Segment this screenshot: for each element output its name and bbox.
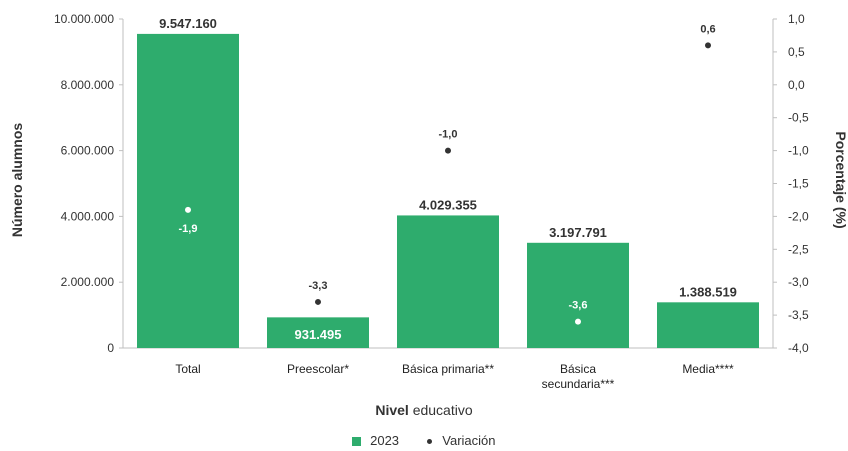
variation-point bbox=[315, 298, 321, 305]
y-right-tick-label: -3,0 bbox=[788, 275, 809, 289]
x-axis-title: Nivel educativo bbox=[0, 402, 848, 418]
variation-value-label: -3,3 bbox=[309, 280, 328, 292]
bar bbox=[397, 215, 499, 348]
bar bbox=[657, 302, 759, 348]
y-tick-label: 2.000.000 bbox=[61, 275, 115, 289]
variation-point bbox=[705, 42, 711, 49]
bar-value-label: 4.029.355 bbox=[419, 197, 477, 212]
x-tick-label: Básica primaria** bbox=[402, 362, 494, 376]
bars: 9.547.160 931.495 4.029.355 3.197.791 1.388.… bbox=[137, 16, 759, 348]
x-tick-label: Básica bbox=[560, 362, 596, 376]
legend-item-points: Variación bbox=[426, 433, 496, 449]
y-right-tick-label: -1,0 bbox=[788, 144, 809, 158]
y-right-tick-label: 0,5 bbox=[788, 45, 805, 59]
x-axis-title-bold: Nivel bbox=[375, 402, 409, 418]
legend: 2023 Variación bbox=[0, 432, 848, 448]
y-tick-label: 4.000.000 bbox=[61, 209, 115, 223]
y-right-tick-label: -3,5 bbox=[788, 308, 809, 322]
x-tick-label: Total bbox=[175, 362, 200, 376]
legend-swatch-bar bbox=[352, 437, 362, 447]
y-right-tick-label: 1,0 bbox=[788, 12, 805, 26]
variation-value-label: -1,9 bbox=[179, 223, 198, 235]
bar-value-label: 931.495 bbox=[295, 327, 342, 342]
chart-area: 0 2.000.000 4.000.000 6.000.000 8.000.000 10.… bbox=[9, 12, 848, 391]
y-tick-label: 6.000.000 bbox=[61, 144, 115, 158]
bar bbox=[267, 317, 369, 348]
x-tick-label: secundaria*** bbox=[542, 377, 615, 391]
legend-label-points: Variación bbox=[442, 433, 496, 449]
variation-point bbox=[185, 206, 191, 213]
bar bbox=[137, 33, 239, 348]
variation-point bbox=[575, 318, 581, 325]
legend-label-bars: 2023 bbox=[370, 433, 400, 449]
legend-dot-point bbox=[426, 439, 432, 445]
y-right-tick-label: -0,5 bbox=[788, 111, 809, 125]
x-axis-title-rest: educativo bbox=[412, 402, 473, 418]
y-tick-label: 10.000.000 bbox=[54, 12, 114, 26]
y-axis-title: Número alumnos bbox=[9, 123, 25, 238]
variation-value-label: 0,6 bbox=[700, 23, 715, 35]
legend-item-bars: 2023 bbox=[352, 433, 399, 448]
x-tick-label: Media**** bbox=[682, 362, 734, 376]
y-right-tick-label: -2,5 bbox=[788, 242, 809, 256]
axes: 0 2.000.000 4.000.000 6.000.000 8.000.000 10.… bbox=[54, 12, 809, 391]
y-right-tick-label: 0,0 bbox=[788, 78, 805, 92]
bar bbox=[527, 242, 629, 348]
y-right-tick-label: -1,5 bbox=[788, 177, 809, 191]
variation-value-label: -1,0 bbox=[439, 129, 458, 141]
variation-point bbox=[445, 147, 451, 154]
variation-value-label: -3,6 bbox=[569, 300, 588, 312]
bar-value-label: 9.547.160 bbox=[159, 16, 217, 31]
bar-value-label: 1.388.519 bbox=[679, 284, 737, 299]
y-axis-right-title: Porcentaje (%) bbox=[833, 131, 848, 228]
y-tick-label: 8.000.000 bbox=[61, 78, 115, 92]
x-tick-label: Preescolar* bbox=[287, 362, 349, 376]
y-right-tick-label: -4,0 bbox=[788, 341, 809, 355]
y-tick-label: 0 bbox=[107, 341, 114, 355]
y-right-tick-label: -2,0 bbox=[788, 209, 809, 223]
bar-value-label: 3.197.791 bbox=[549, 225, 607, 240]
variation-points: -1,9 -3,3 -1,0 -3,6 0,6 bbox=[179, 23, 716, 325]
